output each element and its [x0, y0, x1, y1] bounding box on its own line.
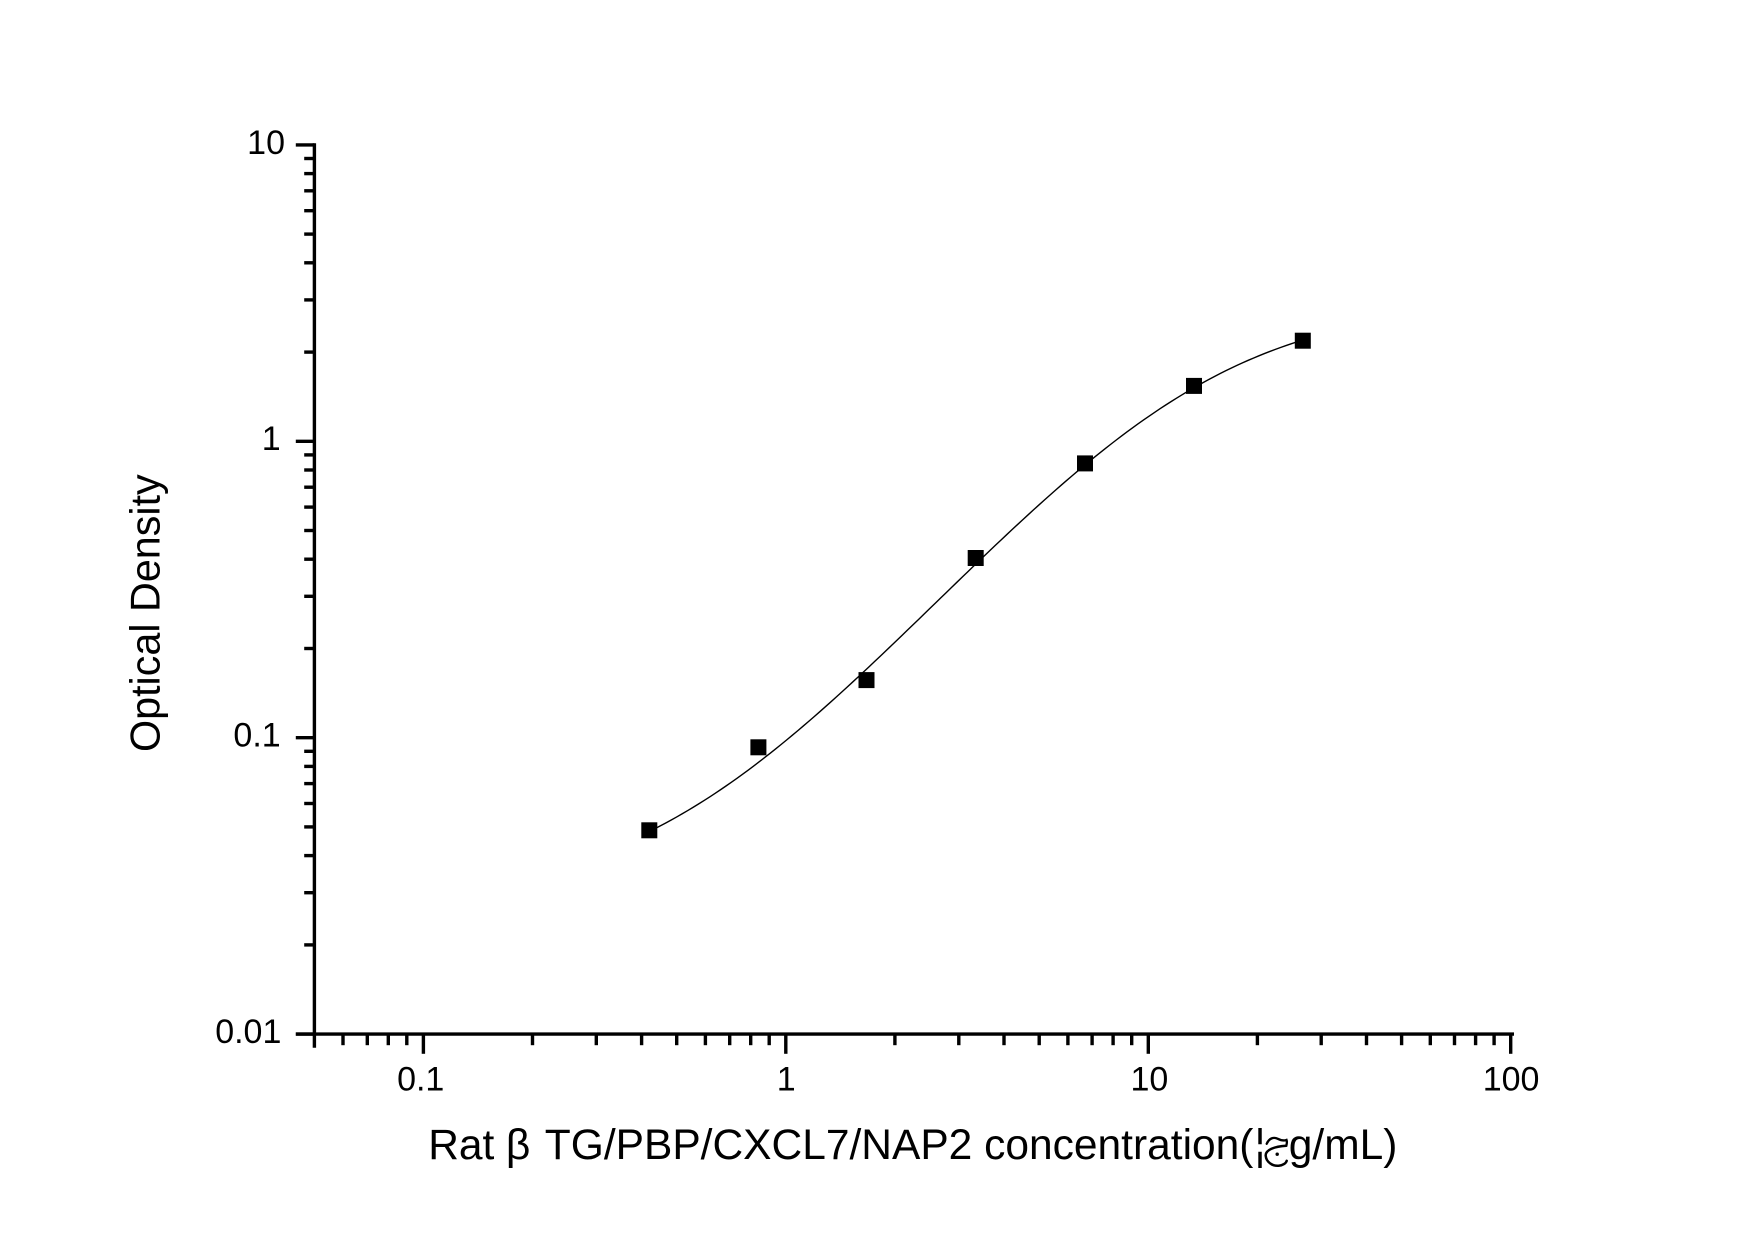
svg-text:TG/PBP/CXCL7/NAP2 concentratio: TG/PBP/CXCL7/NAP2 concentration(	[545, 1122, 1254, 1169]
svg-text:β: β	[506, 1122, 530, 1169]
svg-text:1: 1	[777, 1061, 796, 1099]
svg-text:¦: ¦	[1255, 1122, 1266, 1169]
svg-text:0.1: 0.1	[397, 1061, 444, 1099]
svg-text:g/mL): g/mL)	[1289, 1122, 1398, 1169]
svg-text:0.01: 0.01	[215, 1013, 281, 1051]
svg-text:10: 10	[247, 124, 285, 162]
svg-text:1: 1	[262, 420, 281, 458]
svg-text:10: 10	[1130, 1061, 1168, 1099]
svg-text:Optical Density: Optical Density	[122, 474, 168, 752]
svg-text:0.1: 0.1	[233, 717, 280, 755]
svg-text:Rat: Rat	[428, 1122, 494, 1169]
svg-text:100: 100	[1483, 1061, 1540, 1099]
